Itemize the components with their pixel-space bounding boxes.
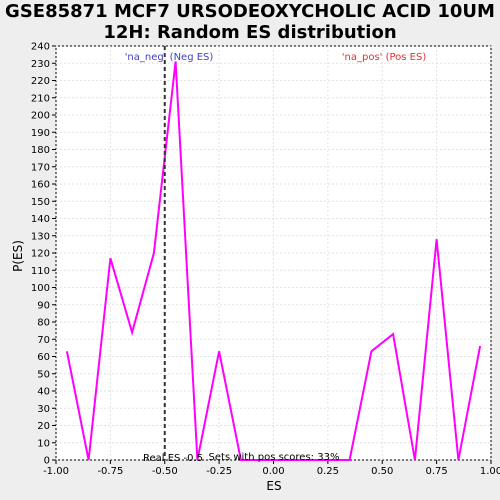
y-tick-label: 140: [31, 214, 50, 225]
pos-scores-label: Sets with pos scores: 33%: [209, 452, 340, 463]
real-es-label: Real ES -0.5: [143, 453, 203, 464]
x-tick-label: 1.00: [480, 466, 500, 477]
pos-es-label: 'na_pos' (Pos ES): [342, 52, 427, 63]
y-tick-label: 210: [31, 93, 50, 104]
y-tick-label: 220: [31, 76, 50, 87]
random-es-distribution-line: [65, 61, 482, 461]
chart-title: GSE85871 MCF7 URSODEOXYCHOLIC ACID 10UM …: [0, 1, 500, 43]
y-tick-label: 0: [44, 456, 50, 467]
chart-title-line-2: 12H: Random ES distribution: [103, 22, 397, 43]
y-tick-label: 160: [31, 180, 50, 191]
y-tick-label: 230: [31, 59, 50, 70]
y-tick-label: 40: [37, 387, 50, 398]
x-axis-ticks: -1.00 -0.75 -0.50 -0.25 0.00 0.25 0.50 0.75 1.00: [43, 460, 500, 477]
x-tick-label: -0.25: [206, 466, 232, 477]
x-tick-label: 0.75: [425, 466, 447, 477]
y-tick-label: 20: [37, 421, 50, 432]
y-tick-label: 190: [31, 128, 50, 139]
x-tick-label: 0.25: [317, 466, 339, 477]
y-tick-label: 10: [37, 438, 50, 449]
y-tick-label: 130: [31, 231, 50, 242]
y-tick-label: 180: [31, 145, 50, 156]
chart-title-line-1: GSE85871 MCF7 URSODEOXYCHOLIC ACID 10UM: [5, 1, 495, 22]
y-tick-label: 80: [37, 318, 50, 329]
y-tick-label: 240: [31, 42, 50, 53]
y-tick-label: 110: [31, 266, 50, 277]
neg-es-label: 'na_neg' (Neg ES): [125, 52, 214, 63]
x-tick-label: 0.00: [262, 466, 284, 477]
x-tick-label: -0.75: [97, 466, 123, 477]
x-tick-label: 0.50: [371, 466, 393, 477]
y-tick-label: 90: [37, 300, 50, 311]
y-axis-label: P(ES): [11, 240, 25, 272]
x-tick-label: -1.00: [43, 466, 69, 477]
x-tick-label: -0.50: [152, 466, 178, 477]
y-axis-ticks: 0 10 20 30 40 50 60 70 80 90 100 110 120 130 140 150 160…: [31, 42, 56, 467]
y-tick-label: 70: [37, 335, 50, 346]
x-axis-label: ES: [266, 479, 281, 493]
y-tick-label: 200: [31, 111, 50, 122]
y-tick-label: 100: [31, 283, 50, 294]
y-tick-label: 150: [31, 197, 50, 208]
y-tick-label: 30: [37, 404, 50, 415]
y-tick-label: 60: [37, 352, 50, 363]
y-tick-label: 170: [31, 162, 50, 173]
y-tick-label: 120: [31, 249, 50, 260]
y-tick-label: 50: [37, 369, 50, 380]
